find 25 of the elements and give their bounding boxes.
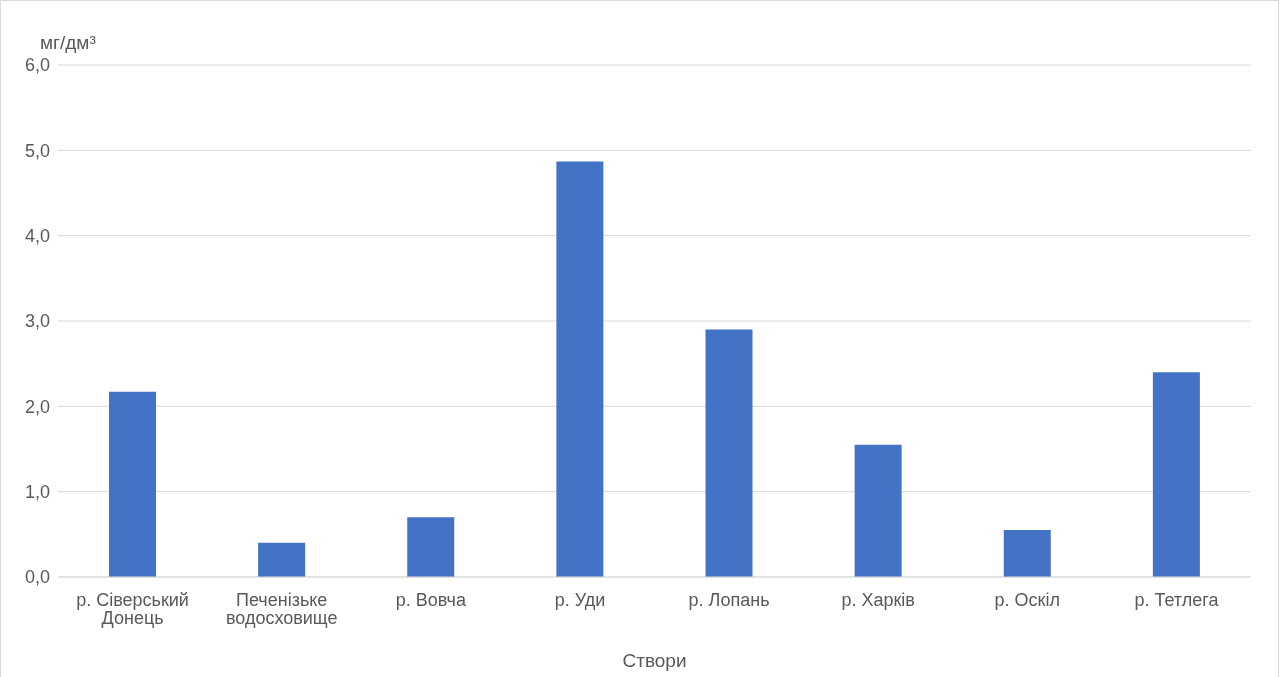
bar bbox=[705, 329, 753, 577]
bar bbox=[1003, 530, 1051, 577]
x-tick-label: р. Вовча bbox=[395, 589, 467, 610]
bar bbox=[1152, 372, 1200, 577]
x-tick-label: р. Уди bbox=[554, 589, 606, 610]
x-tick-label: Печенізьке водосховище bbox=[225, 589, 338, 628]
y-tick-label: 6,0 bbox=[24, 55, 50, 76]
x-tick-label: р. Тетлега bbox=[1134, 589, 1220, 610]
x-tick-label: р. Оскіл bbox=[994, 589, 1061, 610]
x-tick-label: р. Сіверський Донець bbox=[76, 589, 189, 628]
x-tick-label: р. Харків bbox=[841, 589, 915, 610]
y-tick-label: 4,0 bbox=[24, 226, 50, 247]
x-tick-label: р. Лопань bbox=[688, 589, 770, 610]
bar bbox=[556, 161, 604, 577]
bar bbox=[407, 517, 455, 577]
y-tick-label: 2,0 bbox=[24, 396, 50, 417]
bar bbox=[258, 542, 306, 577]
bar bbox=[854, 444, 902, 577]
bar bbox=[109, 391, 156, 577]
y-tick-label: 1,0 bbox=[24, 482, 50, 503]
y-tick-label: 0,0 bbox=[24, 567, 50, 588]
x-axis-title: Створи bbox=[622, 650, 687, 671]
y-tick-label: 5,0 bbox=[24, 140, 50, 161]
y-axis-title: мг/дм³ bbox=[40, 32, 96, 54]
y-tick-label: 3,0 bbox=[24, 311, 50, 332]
